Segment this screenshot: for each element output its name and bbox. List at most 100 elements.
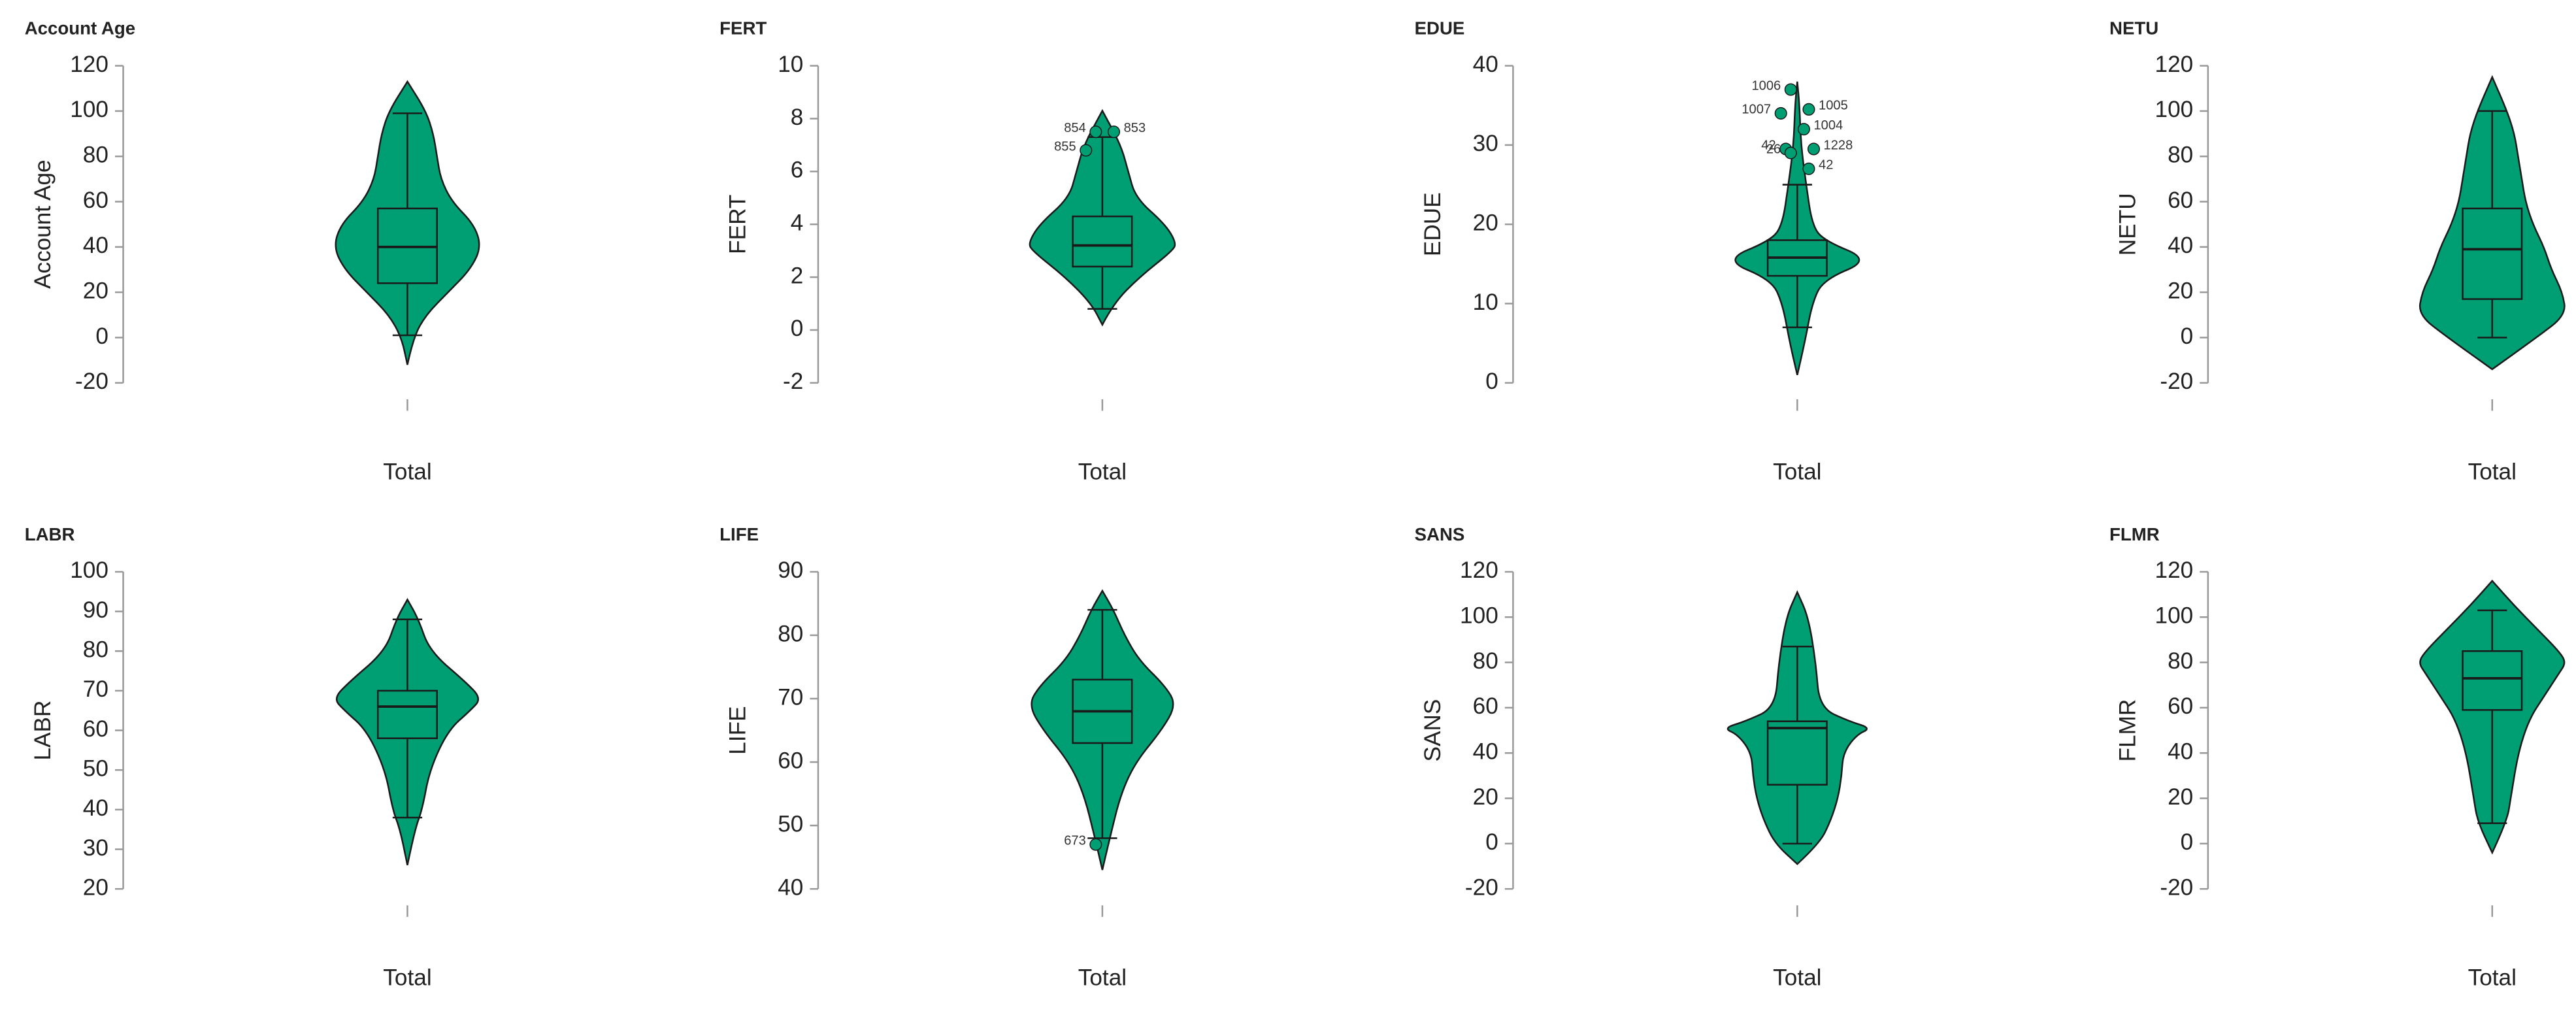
y-tick-label: 120 [70,52,108,77]
y-tick-label: 100 [70,557,108,583]
outlier [1107,125,1121,139]
y-tick-label: 2 [791,263,804,288]
outlier-label: 673 [1064,833,1086,848]
y-tick-label: 40 [778,874,803,900]
x-tick-label: Total [2468,965,2517,991]
y-tick-label: -20 [75,369,108,394]
y-tick-label: 90 [778,557,803,583]
y-tick-label: -20 [2160,369,2193,394]
y-tick-label: 80 [83,142,108,168]
box [1072,215,1133,268]
outlier [1774,107,1787,120]
panel: FLMR FLMR -20 0 20 40 60 80 100 120 Total [2109,524,2566,991]
panel-title: EDUE [1415,18,1465,39]
y-tick-label: 120 [1460,557,1498,583]
y-tick-label: 40 [1473,739,1498,764]
outlier-label: 1005 [1819,99,1848,113]
panel: SANS SANS -20 0 20 40 60 80 100 120 Total [1415,524,1868,991]
box [2462,650,2523,711]
y-tick-label: 30 [83,835,108,861]
y-tick-label: 30 [1473,131,1498,156]
outlier-label: 1007 [1742,103,1771,117]
x-tick-label: Total [383,459,431,484]
y-tick-label: 60 [2168,188,2193,213]
y-tick-label: 20 [83,278,108,303]
y-tick-label: 6 [791,158,804,183]
y-axis-label: FERT [725,195,751,254]
outlier-label: 853 [1124,121,1146,135]
y-tick-label: 20 [83,874,108,900]
outlier-label: 1006 [1751,78,1781,93]
y-tick-label: 40 [1473,52,1498,77]
y-tick-label: 0 [2181,829,2194,855]
y-tick-label: 50 [778,811,803,837]
y-tick-label: 80 [83,637,108,663]
y-axis-label: LABR [30,701,56,761]
panel-title: FERT [719,18,767,39]
y-tick-label: 40 [83,795,108,821]
panel-title: LIFE [719,524,759,544]
y-tick-label: 60 [1473,693,1498,719]
y-axis-label: NETU [2115,193,2140,256]
y-tick-label: 40 [83,233,108,258]
y-tick-label: 100 [2155,603,2194,629]
y-axis-label: SANS [1420,699,1445,762]
y-tick-label: 40 [2168,233,2193,258]
y-tick-label: 60 [2168,693,2193,719]
outlier [1802,103,1815,116]
y-tick-label: 90 [83,597,108,623]
panel-title: Account Age [25,18,135,39]
box [1766,720,1828,786]
y-axis-label: LIFE [725,706,751,754]
outlier-label: 42 [1819,158,1833,173]
y-tick-label: 80 [1473,648,1498,674]
box [2462,207,2523,300]
y-tick-label: 20 [1473,210,1498,236]
x-tick-label: Total [383,965,431,991]
y-tick-label: 70 [83,676,108,702]
y-tick-label: 40 [2168,739,2193,764]
y-tick-label: 80 [2168,648,2193,674]
outlier [1784,146,1797,159]
y-tick-label: 100 [1460,603,1498,629]
x-tick-label: Total [1773,459,1821,484]
panel: Account Age Account Age -20 0 20 40 60 80 100 120… [25,18,480,484]
x-tick-label: Total [1078,965,1127,991]
y-tick-label: 100 [70,97,108,122]
y-tick-label: 120 [2155,557,2194,583]
y-tick-label: 10 [778,52,803,77]
y-tick-label: 20 [2168,784,2193,810]
y-tick-label: 100 [2155,97,2194,122]
panel-title: FLMR [2109,524,2160,544]
y-tick-label: 70 [778,684,803,710]
y-axis-label: EDUE [1420,192,1445,256]
outlier [1807,142,1821,156]
y-tick-label: 60 [83,716,108,742]
panel-title: NETU [2109,18,2158,39]
panel: FERT FERT -2 0 2 4 6 8 10 854 853 855 Total [719,18,1176,484]
y-tick-label: 60 [778,748,803,773]
y-tick-label: 20 [2168,278,2193,303]
panel: LIFE LIFE 40 50 60 70 80 90 673 Total [719,524,1174,991]
x-tick-label: Total [1773,965,1821,991]
y-tick-label: 50 [83,756,108,781]
panel-title: LABR [25,524,75,544]
outlier [1797,123,1810,136]
y-axis-label: FLMR [2115,699,2140,762]
x-tick-label: Total [2468,459,2517,484]
y-tick-label: 0 [791,316,804,341]
outlier [1089,125,1102,139]
y-tick-label: 120 [2155,52,2194,77]
panel-title: SANS [1415,524,1465,544]
y-tick-label: 4 [791,210,804,236]
outlier [1784,83,1797,96]
panel: EDUE EDUE 0 10 20 30 40 1006 1005 1007 1004 42 1228 2… [1415,18,1860,484]
y-tick-label: 0 [1485,829,1498,855]
y-tick-label: -20 [1465,874,1498,900]
y-tick-label: 10 [1473,290,1498,315]
panel: NETU NETU -20 0 20 40 60 80 100 120 Total [2109,18,2566,484]
y-tick-label: 60 [83,188,108,213]
outlier-label: 1228 [1824,138,1853,152]
x-tick-label: Total [1078,459,1127,484]
